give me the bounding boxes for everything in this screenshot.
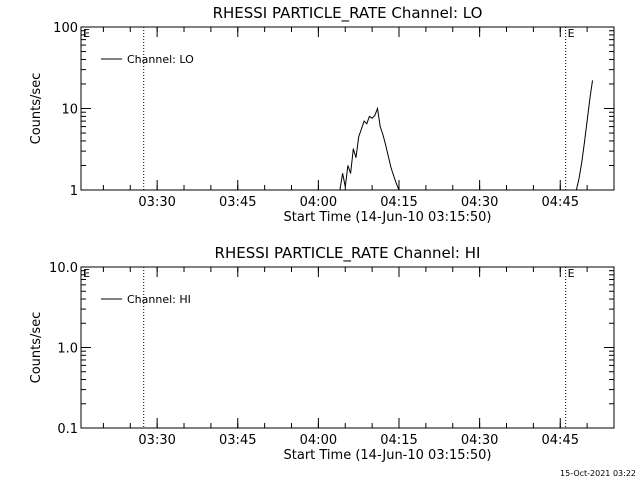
data-point: [350, 172, 352, 174]
x-tick-label: 04:15: [380, 433, 417, 448]
x-axis-label: Start Time (14-Jun-10 03:15:50): [284, 448, 492, 463]
y-tick-label: 1: [70, 184, 78, 199]
data-point: [390, 166, 392, 168]
data-point: [584, 142, 585, 144]
data-point: [379, 126, 381, 127]
data-point: [371, 117, 373, 119]
data-point: [382, 134, 384, 135]
data-point: [360, 128, 362, 130]
x-axis-label: Start Time (14-Jun-10 03:15:50): [284, 210, 492, 225]
y-axis-label: Counts/sec: [29, 312, 44, 384]
data-point: [355, 157, 357, 158]
y-tick-label: 10: [61, 103, 78, 118]
footer-timestamp: 15-Oct-2021 03:22: [560, 469, 636, 478]
chart-panel-1: RHESSI PARTICLE_RATE Channel: LO 1 10 100 03…: [29, 4, 615, 225]
y-tick-label: 1.0: [57, 342, 78, 357]
y-axis-label: Counts/sec: [29, 73, 44, 145]
x-tick-label: 03:45: [219, 433, 256, 448]
data-point: [342, 172, 343, 174]
data-point: [369, 115, 370, 117]
data-point: [374, 115, 376, 116]
y-tick-label: 100: [53, 21, 78, 36]
plot-frame: [80, 266, 615, 429]
data-point: [578, 177, 580, 179]
x-tick-label: 04:30: [461, 433, 498, 448]
y-tick-label: 0.1: [57, 422, 78, 437]
legend-label: Channel: LO: [127, 53, 194, 66]
data-point: [592, 80, 593, 81]
x-tick-label: 04:45: [542, 433, 579, 448]
data-point: [366, 123, 368, 125]
data-point: [344, 186, 346, 188]
y-tick-label: 10.0: [49, 261, 78, 276]
data-point: [589, 98, 591, 100]
data-point: [363, 120, 365, 122]
x-tick-label: 04:15: [380, 195, 417, 210]
data-point: [395, 183, 397, 184]
data-point: [393, 175, 395, 177]
x-tick-label: 04:00: [300, 433, 337, 448]
data-point: [387, 155, 389, 157]
data-point: [398, 189, 400, 191]
chart-title: RHESSI PARTICLE_RATE Channel: HI: [215, 244, 481, 263]
data-point: [358, 136, 360, 138]
data-point: [586, 120, 588, 122]
event-flag-label: E: [568, 267, 575, 280]
x-tick-label: 03:30: [138, 433, 175, 448]
data-point: [575, 189, 577, 191]
data-point: [339, 189, 341, 191]
data-point: [352, 148, 354, 150]
event-flag-label: E: [83, 267, 90, 280]
series-line-1: [339, 80, 593, 191]
data-point: [347, 165, 349, 166]
legend-label: Channel: HI: [127, 293, 191, 306]
data-point: [385, 144, 386, 146]
event-flag-label: E: [568, 27, 575, 40]
x-tick-label: 03:45: [219, 195, 256, 210]
chart-panel-2: RHESSI PARTICLE_RATE Channel: HI 0.1 1.0 10…: [29, 244, 615, 463]
data-point: [581, 161, 583, 163]
x-tick-label: 04:00: [300, 195, 337, 210]
x-tick-label: 04:30: [461, 195, 498, 210]
chart-title: RHESSI PARTICLE_RATE Channel: LO: [213, 4, 483, 23]
event-flag-label: E: [83, 27, 90, 40]
data-point: [377, 108, 378, 109]
x-tick-label: 03:30: [138, 195, 175, 210]
x-tick-label: 04:45: [542, 195, 579, 210]
